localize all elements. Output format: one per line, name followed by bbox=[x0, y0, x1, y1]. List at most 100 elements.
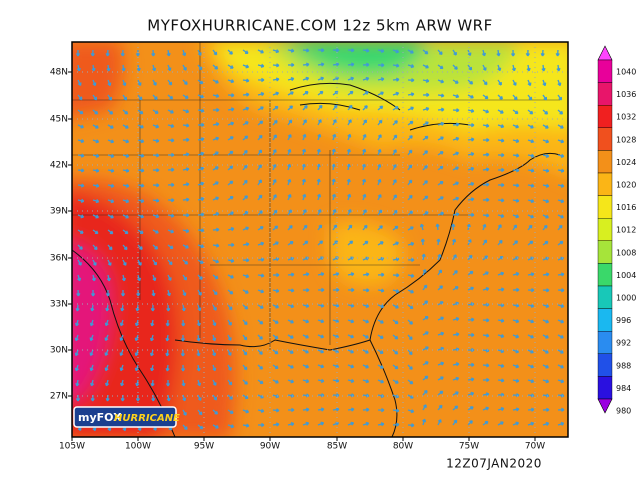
wind-arrow bbox=[227, 409, 234, 414]
wind-arrow bbox=[287, 163, 292, 171]
wind-arrow bbox=[137, 153, 145, 158]
wind-arrow bbox=[317, 76, 325, 81]
wind-arrow bbox=[497, 271, 505, 276]
wind-arrow bbox=[316, 178, 321, 186]
wind-arrow bbox=[287, 119, 293, 126]
wind-arrow bbox=[227, 304, 233, 311]
wind-arrow bbox=[422, 418, 427, 426]
wind-arrow bbox=[421, 253, 426, 261]
wind-arrow bbox=[92, 94, 98, 101]
wind-arrow bbox=[392, 77, 400, 82]
wind-arrow bbox=[242, 121, 249, 126]
wind-arrow bbox=[467, 152, 475, 157]
wind-arrow bbox=[287, 304, 295, 309]
wind-arrow bbox=[467, 181, 475, 187]
wind-arrow bbox=[467, 166, 475, 171]
wind-vectors bbox=[74, 48, 565, 432]
wind-arrow bbox=[122, 244, 128, 251]
wind-arrow bbox=[257, 63, 265, 68]
wind-arrow bbox=[137, 198, 145, 203]
wind-arrow bbox=[167, 109, 174, 114]
wind-arrow bbox=[362, 303, 370, 308]
colorbar-label: 1028 bbox=[616, 135, 636, 144]
wind-arrow bbox=[107, 124, 114, 129]
wind-arrow bbox=[542, 94, 548, 101]
wind-arrow bbox=[257, 364, 264, 370]
wind-arrow bbox=[227, 165, 234, 171]
wind-arrow bbox=[167, 152, 175, 158]
wind-arrow bbox=[242, 289, 249, 294]
wind-arrow bbox=[542, 224, 548, 231]
wind-arrow bbox=[167, 229, 175, 234]
wind-arrow bbox=[482, 420, 489, 426]
wind-arrow bbox=[437, 165, 444, 171]
wind-arrow bbox=[302, 76, 310, 81]
wind-arrow bbox=[437, 107, 445, 112]
colorbar-band bbox=[597, 217, 613, 241]
wind-arrow bbox=[122, 139, 130, 144]
wind-arrow bbox=[317, 407, 325, 412]
wind-arrow bbox=[167, 123, 175, 128]
wind-arrow bbox=[212, 79, 219, 84]
wind-arrow bbox=[482, 271, 489, 276]
wind-arrow bbox=[120, 304, 125, 312]
wind-arrow bbox=[166, 289, 171, 297]
wind-arrow bbox=[242, 274, 250, 279]
wind-arrow bbox=[527, 79, 532, 87]
wind-arrow bbox=[227, 79, 235, 84]
wind-arrow bbox=[197, 108, 205, 113]
wind-arrow bbox=[212, 319, 217, 327]
lon-label: 70W bbox=[525, 442, 545, 452]
wind-arrow bbox=[555, 49, 560, 57]
wind-arrow bbox=[467, 79, 474, 85]
wind-arrow bbox=[122, 229, 129, 235]
wind-arrow bbox=[212, 379, 217, 386]
wind-arrow bbox=[377, 349, 384, 354]
wind-arrow bbox=[77, 153, 85, 158]
wind-arrow bbox=[242, 334, 248, 341]
wind-arrow bbox=[317, 287, 325, 293]
wind-arrow bbox=[317, 193, 322, 201]
wind-arrow bbox=[272, 194, 277, 201]
wind-arrow bbox=[107, 244, 113, 251]
wind-arrow bbox=[527, 303, 535, 308]
wind-arrow bbox=[467, 406, 474, 411]
wind-arrow bbox=[332, 104, 338, 111]
wind-arrow bbox=[542, 153, 550, 158]
wind-arrow bbox=[557, 272, 565, 277]
wind-arrow bbox=[362, 48, 370, 53]
wind-arrow bbox=[542, 303, 550, 309]
wind-arrow bbox=[512, 153, 520, 158]
wind-arrow bbox=[392, 120, 398, 126]
wind-arrow bbox=[392, 379, 399, 384]
wind-arrow bbox=[482, 152, 490, 157]
wind-arrow bbox=[257, 77, 265, 83]
wind-arrow bbox=[542, 421, 550, 426]
wind-arrow bbox=[377, 48, 385, 53]
wind-arrow bbox=[272, 63, 280, 68]
wind-arrow bbox=[407, 64, 415, 69]
wind-arrow bbox=[392, 225, 399, 231]
wind-arrow bbox=[422, 92, 430, 97]
wind-arrow bbox=[212, 259, 220, 264]
wind-arrow bbox=[77, 244, 83, 250]
wind-arrow bbox=[422, 269, 427, 276]
wind-arrow bbox=[435, 223, 440, 231]
wind-arrow bbox=[136, 64, 141, 72]
wind-arrow bbox=[212, 151, 219, 156]
wind-arrow bbox=[152, 198, 160, 203]
wind-arrow bbox=[392, 194, 397, 201]
wind-arrow bbox=[212, 364, 217, 372]
wind-arrow bbox=[437, 269, 443, 276]
colorbar-label: 1012 bbox=[616, 226, 636, 235]
wind-arrow bbox=[377, 91, 384, 96]
wind-arrow bbox=[377, 77, 385, 82]
wind-arrow bbox=[197, 394, 202, 401]
wind-arrow bbox=[90, 49, 95, 57]
wind-arrow bbox=[527, 183, 535, 188]
wind-arrow bbox=[272, 241, 279, 246]
wind-arrow bbox=[227, 180, 234, 186]
wind-arrow bbox=[287, 91, 294, 96]
wind-arrow bbox=[242, 364, 248, 371]
